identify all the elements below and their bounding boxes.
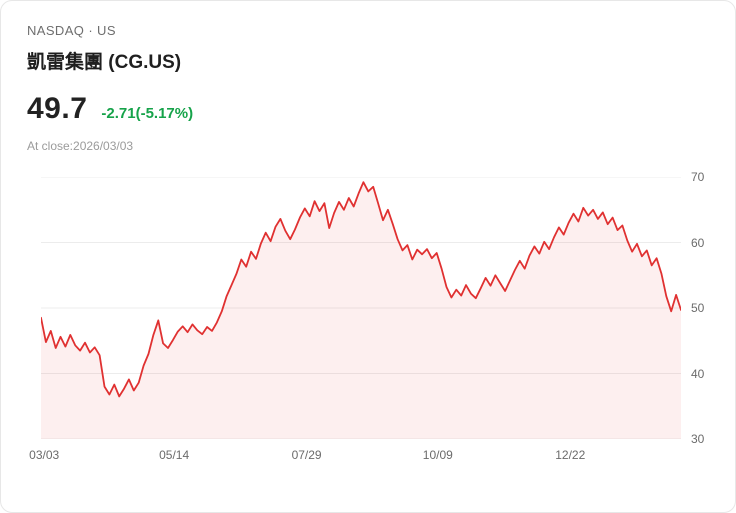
stock-title: 凱雷集團 (CG.US): [27, 52, 182, 73]
y-tick-label: 70: [691, 170, 705, 184]
x-tick-label: 12/22: [555, 448, 586, 462]
x-tick-label: 07/29: [291, 448, 322, 462]
y-tick-label: 30: [691, 432, 705, 446]
price-area-chart[interactable]: [41, 177, 681, 439]
as-of-timestamp: At close:2026/03/03: [27, 139, 134, 153]
y-tick-label: 50: [691, 301, 705, 315]
y-axis: 70 60 50 40 30: [681, 170, 709, 446]
chart-canvas[interactable]: [41, 177, 681, 439]
x-tick-label: 10/09: [422, 448, 453, 462]
last-price: 49.7: [27, 92, 88, 125]
price-chart-block: 70 60 50 40 30 03/03 05/14 07/29 10/09 12/22: [29, 170, 709, 466]
price-change: -2.71(-5.17%): [101, 105, 194, 122]
x-tick-label: 05/14: [159, 448, 190, 462]
x-axis: 03/03 05/14 07/29 10/09 12/22: [29, 448, 681, 466]
x-tick-label: 03/03: [29, 448, 60, 462]
y-tick-label: 40: [691, 366, 705, 381]
y-tick-label: 60: [691, 235, 705, 250]
exchange-region-label: NASDAQ · US: [27, 23, 116, 38]
price-row: 49.7 -2.71(-5.17%): [27, 92, 709, 126]
